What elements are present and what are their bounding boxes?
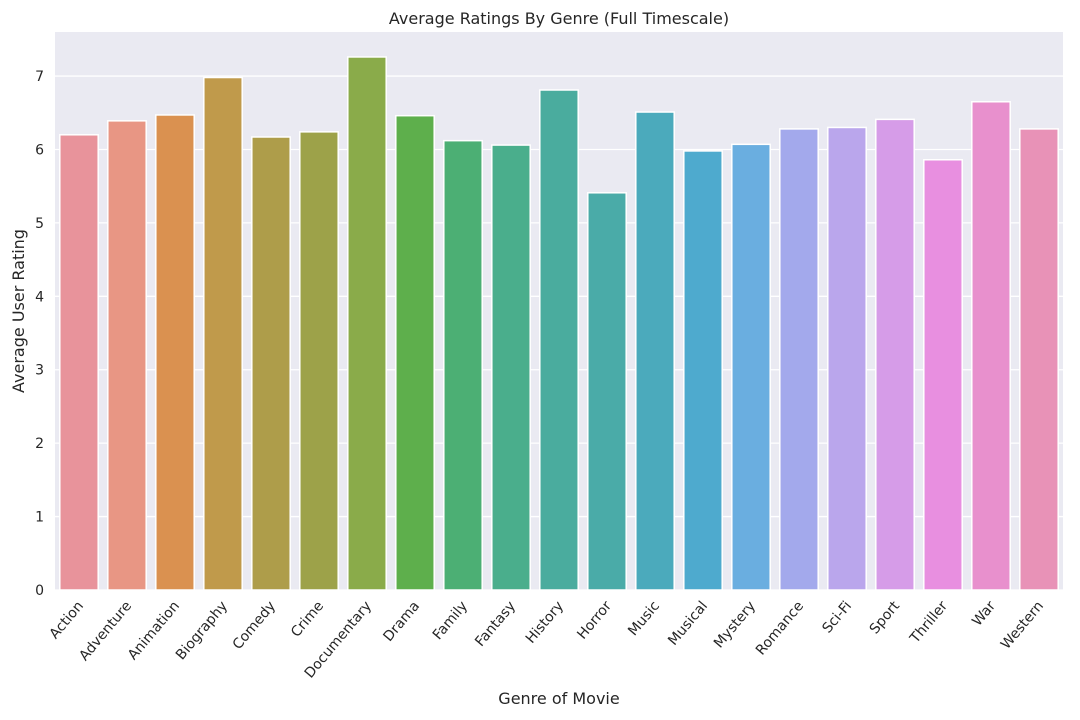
- y-tick-label: 6: [35, 142, 44, 158]
- x-tick-label: Crime: [288, 598, 327, 640]
- x-tick-label: Music: [625, 598, 663, 639]
- y-tick-label: 7: [35, 69, 44, 85]
- x-tick-label: Family: [430, 598, 471, 643]
- y-tick-label: 0: [35, 583, 44, 599]
- x-tick-label: Action: [47, 598, 87, 642]
- bar-documentary: [347, 56, 387, 591]
- bar-horror: [587, 192, 627, 591]
- y-tick-label: 1: [35, 510, 44, 526]
- x-tick-label: War: [969, 598, 999, 629]
- bar-crime: [299, 131, 339, 591]
- y-tick-label: 2: [35, 436, 44, 452]
- x-tick-label: Comedy: [230, 598, 279, 653]
- bar-action: [59, 134, 99, 591]
- bar-drama: [395, 114, 435, 591]
- x-tick-label: Sci-Fi: [819, 598, 855, 636]
- bar-war: [971, 101, 1011, 591]
- bar-biography: [203, 76, 243, 591]
- x-tick-label: Romance: [753, 598, 807, 658]
- x-axis-label: Genre of Movie: [498, 689, 619, 708]
- x-tick-label: Horror: [574, 598, 615, 642]
- y-tick-labels: 0 1 2 3 4 5 6 7: [35, 69, 44, 599]
- bar-history: [539, 89, 579, 591]
- bar-fantasy: [491, 144, 531, 591]
- y-axis-label: Average User Rating: [9, 229, 28, 393]
- bar-western: [1019, 128, 1059, 591]
- x-tick-label: Mystery: [711, 598, 759, 651]
- x-tick-label: Western: [998, 598, 1047, 652]
- x-tick-label: Musical: [665, 598, 711, 648]
- bar-mystery: [731, 143, 771, 591]
- y-tick-label: 3: [35, 363, 44, 379]
- bar-comedy: [251, 136, 291, 591]
- bars: [59, 56, 1059, 591]
- x-tick-label: Fantasy: [472, 598, 519, 650]
- x-tick-label: Sport: [867, 598, 904, 637]
- x-tick-label: History: [523, 598, 567, 646]
- bar-sci-fi: [827, 126, 867, 591]
- x-tick-label: Thriller: [907, 598, 952, 647]
- y-tick-label: 5: [35, 216, 44, 232]
- bar-music: [635, 111, 675, 591]
- bar-thriller: [923, 159, 963, 591]
- x-tick-label: Drama: [380, 598, 423, 645]
- bar-family: [443, 139, 483, 591]
- bar-animation: [155, 114, 195, 591]
- chart-title: Average Ratings By Genre (Full Timescale…: [389, 9, 729, 28]
- bar-romance: [779, 128, 819, 591]
- bar-musical: [683, 150, 723, 591]
- bar-adventure: [107, 120, 147, 591]
- bar-sport: [875, 118, 915, 591]
- y-tick-label: 4: [35, 289, 44, 305]
